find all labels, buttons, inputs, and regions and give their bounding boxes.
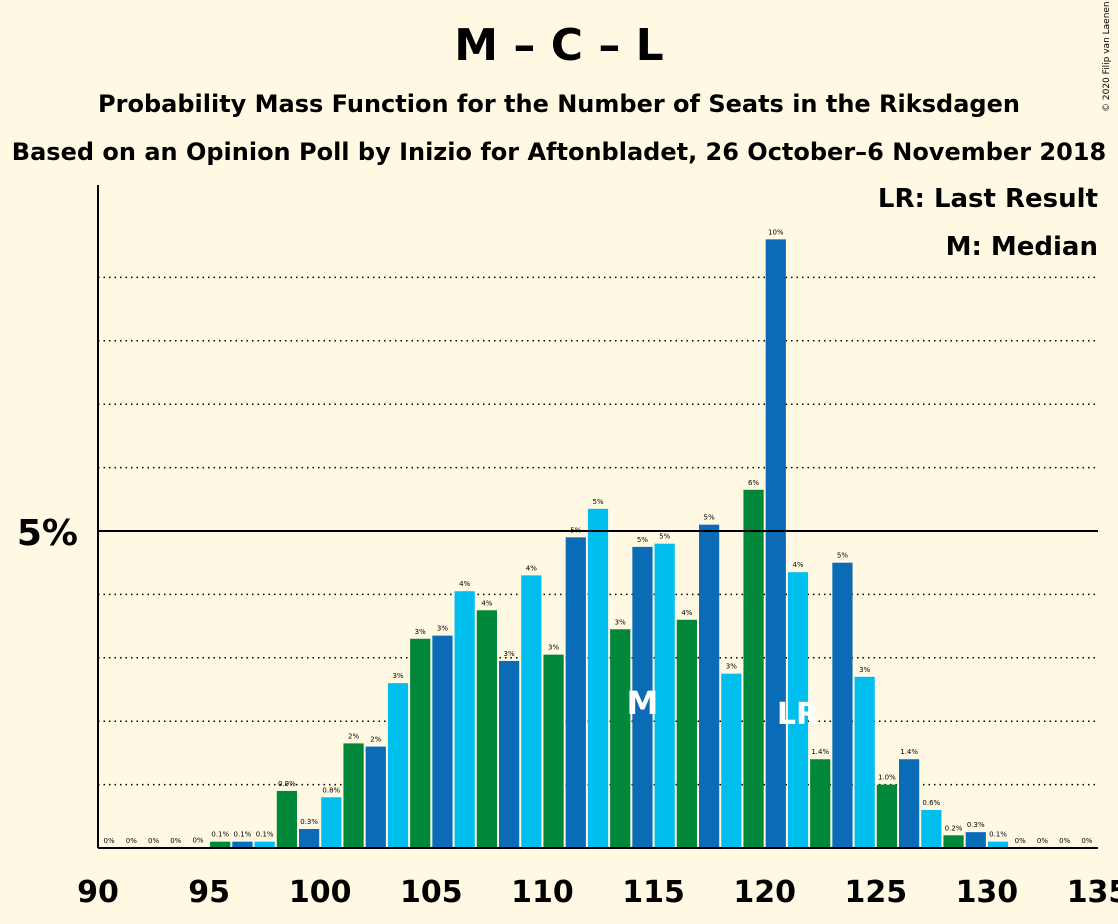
data-label: 0% — [192, 836, 203, 844]
bar — [521, 575, 542, 848]
chart-subtitle-source: Based on an Opinion Poll by Inizio for A… — [11, 138, 1107, 166]
bar — [899, 759, 920, 848]
chart-title: M – C – L — [454, 20, 664, 71]
bar — [943, 835, 964, 848]
data-label: 3% — [415, 628, 426, 636]
bar — [810, 759, 831, 848]
data-label: 3% — [392, 672, 403, 680]
data-label: 3% — [437, 625, 448, 633]
data-label: 4% — [526, 564, 537, 572]
data-label: 0% — [1037, 837, 1048, 845]
data-label: 2% — [370, 736, 381, 744]
data-label: 3% — [726, 663, 737, 671]
bar — [499, 660, 520, 848]
bar — [476, 610, 497, 848]
bar — [832, 562, 853, 848]
data-label: 1.4% — [900, 748, 918, 756]
bar — [432, 635, 453, 848]
bar — [210, 841, 231, 848]
data-label: 0.1% — [989, 831, 1007, 839]
data-label: 0.3% — [967, 821, 985, 829]
data-label: 0.1% — [234, 831, 252, 839]
x-tick-label: 100 — [289, 875, 352, 910]
data-label: 0.9% — [278, 780, 296, 788]
x-tick-label: 135 — [1067, 875, 1118, 910]
data-label: 0.1% — [256, 831, 274, 839]
bar — [676, 619, 697, 848]
data-label: 4% — [681, 609, 692, 617]
bar — [387, 683, 409, 848]
data-label: 4% — [792, 561, 803, 569]
bar — [365, 746, 386, 848]
data-label: 3% — [615, 618, 626, 626]
bar — [876, 784, 897, 848]
legend-median: M: Median — [945, 232, 1098, 262]
x-tick-label: 110 — [511, 875, 574, 910]
median-marker: M — [627, 684, 659, 722]
data-label: 0% — [170, 837, 181, 845]
bar — [765, 239, 786, 849]
last-result-marker: LR — [777, 697, 819, 732]
bar — [343, 743, 364, 848]
bar — [587, 508, 609, 848]
data-label: 1.0% — [878, 774, 896, 782]
bar — [543, 654, 564, 848]
bar — [632, 546, 653, 848]
bar — [299, 828, 320, 848]
bar — [232, 841, 253, 848]
bar — [276, 790, 297, 848]
bar — [654, 543, 675, 848]
bar — [965, 832, 986, 848]
bar — [787, 572, 809, 848]
data-label: 1.4% — [811, 748, 829, 756]
data-label: 2% — [348, 732, 359, 740]
bar — [921, 809, 942, 848]
data-label: 4% — [481, 599, 492, 607]
data-label: 3% — [859, 666, 870, 674]
data-label: 10% — [768, 228, 784, 236]
bar — [565, 537, 586, 848]
bar — [410, 638, 431, 848]
bar — [321, 797, 342, 848]
bar — [699, 524, 720, 848]
data-label: 0% — [1015, 837, 1026, 845]
data-label: 5% — [704, 514, 715, 522]
data-label: 0.6% — [922, 799, 940, 807]
data-label: 0.2% — [945, 824, 963, 832]
x-tick-label: 130 — [956, 875, 1019, 910]
data-label: 6% — [748, 479, 759, 487]
data-label: 0.1% — [211, 831, 229, 839]
bar — [854, 676, 875, 848]
data-label: 4% — [459, 580, 470, 588]
data-label: 0% — [1059, 837, 1070, 845]
chart-subtitle: Probability Mass Function for the Number… — [98, 90, 1020, 118]
bar — [254, 841, 275, 848]
x-tick-label: 95 — [188, 875, 230, 910]
bar — [610, 629, 631, 848]
x-tick-label: 120 — [733, 875, 796, 910]
x-tick-label: 90 — [77, 875, 119, 910]
x-tick-label: 125 — [844, 875, 907, 910]
bar — [987, 841, 1009, 848]
data-label: 5% — [637, 536, 648, 544]
data-label: 5% — [659, 533, 670, 541]
legend-last-result: LR: Last Result — [877, 184, 1098, 214]
data-label: 0.3% — [300, 818, 318, 826]
x-tick-label: 105 — [400, 875, 463, 910]
data-label: 0% — [148, 837, 159, 845]
x-tick-label: 115 — [622, 875, 685, 910]
data-label: 5% — [592, 498, 603, 506]
bar — [454, 591, 475, 848]
y-tick-label: 5% — [17, 513, 78, 554]
bar — [721, 673, 742, 848]
data-label: 5% — [837, 552, 848, 560]
data-label: 3% — [504, 650, 515, 658]
data-label: 0% — [104, 837, 115, 845]
bar — [743, 489, 764, 848]
data-label: 3% — [548, 644, 559, 652]
data-label: 0.8% — [322, 786, 340, 794]
data-label: 0% — [1081, 837, 1092, 845]
data-label: 0% — [126, 837, 137, 845]
